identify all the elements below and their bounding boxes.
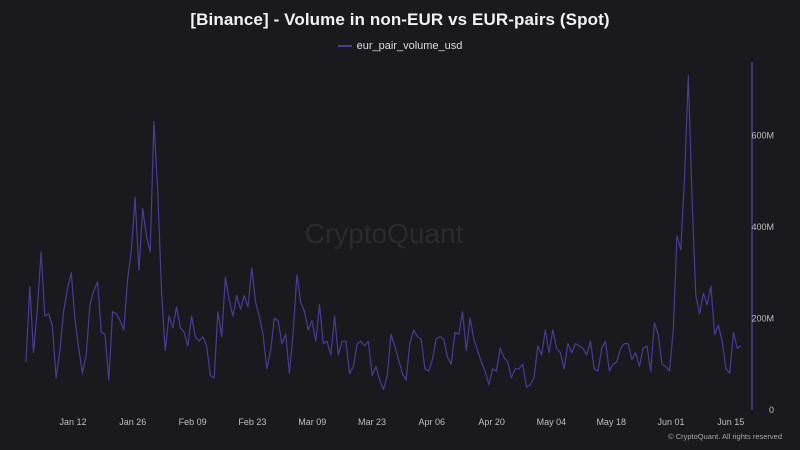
x-tick-label: Jan 12 <box>59 417 86 427</box>
x-tick-label: May 04 <box>537 417 567 427</box>
x-tick-label: Feb 09 <box>179 417 207 427</box>
x-tick-label: Jun 15 <box>717 417 744 427</box>
chart-legend[interactable]: eur_pair_volume_usd <box>0 40 800 52</box>
y-tick-label: 200M <box>751 313 774 323</box>
x-tick-label: Apr 06 <box>419 417 446 427</box>
x-tick-label: Apr 20 <box>478 417 505 427</box>
x-tick-label: Mar 09 <box>298 417 326 427</box>
series-line-eur-pair-volume-usd[interactable] <box>25 75 742 390</box>
copyright-footer: © CryptoQuant. All rights reserved <box>668 432 782 441</box>
y-tick-label: 0 <box>769 405 774 415</box>
y-tick-label: 400M <box>751 222 774 232</box>
chart-title: [Binance] - Volume in non-EUR vs EUR-pai… <box>190 10 610 29</box>
x-tick-label: Mar 23 <box>358 417 386 427</box>
legend-label: eur_pair_volume_usd <box>356 40 463 52</box>
x-tick-label: May 18 <box>596 417 626 427</box>
y-axis: 0 200M 400M 600M <box>751 130 774 415</box>
legend-swatch <box>337 45 352 47</box>
x-tick-label: Jan 26 <box>119 417 146 427</box>
y-tick-label: 600M <box>751 130 774 140</box>
watermark-logo: CryptoQuant <box>305 218 464 249</box>
x-axis: Jan 12 Jan 26 Feb 09 Feb 23 Mar 09 Mar 23 Apr … <box>59 417 744 427</box>
x-tick-label: Jun 01 <box>657 417 684 427</box>
x-tick-label: Feb 23 <box>238 417 266 427</box>
